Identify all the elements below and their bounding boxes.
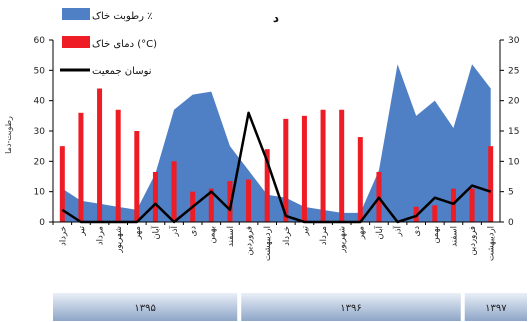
bar-soil-temperature [339, 109, 345, 222]
year-group-label: ۱۳۹۵ [134, 303, 155, 314]
x-category-label: بهمن [207, 226, 217, 244]
x-category-label: مهر [133, 226, 143, 240]
x-category-label: دی [412, 226, 422, 237]
bar-soil-temperature [227, 181, 233, 222]
left-tick-label: 30 [34, 127, 46, 137]
x-category-label: آبان [149, 225, 161, 239]
year-group-label: ۱۳۹۷ [485, 303, 507, 314]
x-category-label: شهریور [338, 226, 348, 254]
year-group-band [53, 293, 238, 321]
bar-soil-temperature [432, 205, 438, 222]
legend-label-bar: دمای خاک (°C) [92, 39, 157, 50]
right-tick-label: 5 [508, 188, 514, 198]
bar-soil-temperature [134, 131, 140, 222]
legend-label-area: رطوبت خاک ٪ [92, 11, 152, 22]
right-tick-label: 30 [508, 36, 520, 46]
x-category-label: تیر [300, 225, 310, 236]
left-tick-label: 0 [39, 218, 45, 228]
bar-soil-temperature [152, 171, 158, 222]
bar-soil-temperature [115, 109, 121, 222]
bar-soil-temperature [171, 161, 177, 222]
x-category-label: فروردین [245, 226, 255, 256]
x-category-label: اسفند [449, 226, 459, 247]
x-category-label: فروردین [468, 226, 478, 256]
x-category-label: آبان [373, 225, 385, 239]
bar-soil-temperature [301, 115, 307, 222]
left-tick-label: 50 [34, 66, 46, 76]
right-tick-label: 25 [508, 66, 519, 76]
x-category-label: اردیبهشت [487, 226, 497, 261]
year-group-band [241, 293, 461, 321]
legend-label-line: نوسان جمعیت [92, 66, 152, 77]
bar-soil-temperature [283, 118, 289, 222]
right-tick-label: 20 [508, 97, 520, 107]
x-category-label: تیر [77, 225, 87, 236]
x-category-label: دی [189, 226, 199, 237]
x-category-label: اسفند [226, 226, 236, 247]
bar-soil-temperature [450, 188, 456, 222]
bar-soil-temperature [488, 146, 494, 222]
right-tick-label: 0 [508, 218, 514, 228]
bar-soil-temperature [97, 88, 103, 223]
x-category-label: مرداد [96, 226, 106, 245]
year-group-band [464, 293, 527, 321]
x-category-label: بهمن [431, 226, 441, 244]
chart-title: د [273, 11, 279, 25]
area-soil-moisture [62, 64, 491, 223]
bar-soil-temperature [357, 137, 363, 222]
bar-soil-temperature [208, 188, 214, 222]
legend-swatch-area [62, 8, 90, 20]
bar-soil-temperature [246, 179, 252, 222]
x-category-label: شهریور [114, 226, 124, 254]
x-category-label: خرداد [282, 226, 292, 246]
bar-soil-temperature [264, 149, 270, 222]
x-category-label: مهر [356, 226, 366, 240]
bar-soil-temperature [320, 109, 326, 222]
right-tick-label: 10 [508, 157, 520, 167]
x-category-label: اردیبهشت [263, 226, 273, 261]
x-category-label: آذر [392, 225, 404, 237]
bar-soil-temperature [78, 112, 84, 222]
bar-soil-temperature [59, 146, 65, 222]
left-tick-label: 40 [34, 97, 46, 107]
x-category-label: آذر [168, 225, 180, 237]
legend-swatch-bar [62, 36, 90, 48]
year-group-label: ۱۳۹۶ [340, 303, 361, 314]
left-tick-label: 60 [34, 36, 46, 46]
right-tick-label: 15 [508, 127, 519, 137]
legend: رطوبت خاک ٪ دمای خاک (°C) نوسان جمعیت [60, 8, 157, 77]
x-category-label: خرداد [58, 226, 68, 246]
y-axis-label: رطوبت-دما [4, 116, 13, 154]
x-category-label: مرداد [319, 226, 329, 245]
left-tick-label: 10 [34, 188, 46, 198]
bar-soil-temperature [469, 188, 475, 222]
left-tick-label: 20 [34, 157, 46, 167]
